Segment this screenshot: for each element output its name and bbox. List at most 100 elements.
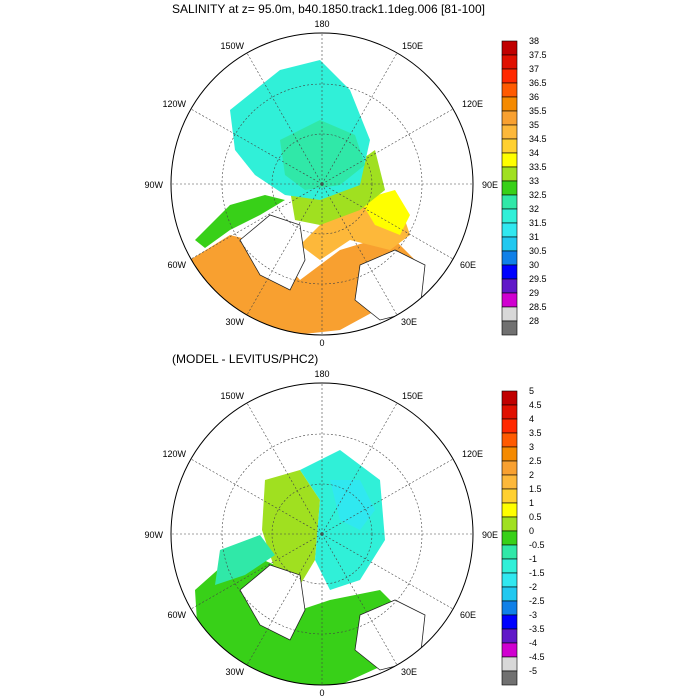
colorbar-swatch: [501, 614, 518, 630]
colorbar-swatch: [501, 586, 518, 602]
lon-label-30e: 30E: [401, 317, 417, 327]
lon-label-180: 180: [314, 19, 329, 29]
colorbar-label: 36.5: [529, 78, 547, 88]
colorbar-swatch: [501, 558, 518, 574]
diff-field-lightgreen: [262, 470, 320, 585]
colorbar-label: 1.5: [529, 484, 542, 494]
panel-1-title: SALINITY at z= 95.0m, b40.1850.track1.1d…: [172, 2, 485, 16]
colorbar-swatch: [501, 404, 518, 420]
colorbar-swatch: [501, 446, 518, 462]
colorbar-label: -4: [529, 638, 537, 648]
colorbar-swatch: [501, 390, 518, 406]
colorbar-label: 3: [529, 442, 534, 452]
lon-label-120e: 120E: [462, 449, 483, 459]
panel-1-map: [190, 60, 426, 335]
panel-2-map: [195, 450, 426, 685]
colorbar-swatch: [501, 222, 518, 238]
lon-label-90e: 90E: [482, 530, 498, 540]
salinity-field-teal: [280, 120, 365, 190]
colorbar-label: 4.5: [529, 400, 542, 410]
colorbar-swatch: [501, 40, 518, 56]
colorbar-swatch: [501, 96, 518, 112]
colorbar-label: 37.5: [529, 50, 547, 60]
salinity-field-green: [195, 195, 285, 248]
lon-label-30e: 30E: [401, 667, 417, 677]
colorbar-label: 35: [529, 120, 539, 130]
colorbar-label: 28.5: [529, 302, 547, 312]
colorbar-swatch: [501, 208, 518, 224]
lon-label-90e: 90E: [482, 180, 498, 190]
lon-label-120w: 120W: [162, 449, 186, 459]
diff-field-teal: [215, 535, 275, 585]
panel-2-colorbar: 5 4.5 4 3.5 3 2.5 2 1.5 1 0.5 0 -0.5 -1 -1.5 -2 -2.5 -3 -…: [501, 386, 545, 686]
colorbar-label: -3: [529, 610, 537, 620]
colorbar-label: 34.5: [529, 134, 547, 144]
diff-field-lightblue: [330, 480, 375, 530]
colorbar-swatch: [501, 530, 518, 546]
colorbar-swatch: [501, 236, 518, 252]
colorbar-label: -5: [529, 666, 537, 676]
colorbar-swatch: [501, 166, 518, 182]
colorbar-label: 1: [529, 498, 534, 508]
colorbar-swatch: [501, 474, 518, 490]
panel-2-map-border: [170, 382, 474, 686]
panel-2-title: (MODEL - LEVITUS/PHC2): [172, 352, 319, 366]
colorbar-swatch: [501, 600, 518, 616]
lon-label-120e: 120E: [462, 99, 483, 109]
colorbar-label: -0.5: [529, 540, 545, 550]
colorbar-label: 38: [529, 36, 539, 46]
colorbar-label: -3.5: [529, 624, 545, 634]
colorbar-swatch: [501, 418, 518, 434]
lon-label-90w: 90W: [144, 180, 163, 190]
salinity-field-yellow: [360, 190, 410, 235]
colorbar-swatch: [501, 572, 518, 588]
colorbar-swatch: [501, 432, 518, 448]
colorbar-swatch: [501, 54, 518, 70]
colorbar-swatch: [501, 292, 518, 308]
lon-label-60e: 60E: [460, 610, 476, 620]
lon-label-120w: 120W: [162, 99, 186, 109]
panel-2-graticule: [171, 383, 473, 685]
colorbar-label: 33: [529, 176, 539, 186]
colorbar-swatch: [501, 320, 518, 336]
colorbar-swatch: [501, 670, 518, 686]
colorbar-swatch: [501, 138, 518, 154]
colorbar-label: 0.5: [529, 512, 542, 522]
lon-label-60w: 60W: [167, 610, 186, 620]
colorbar-swatch: [501, 502, 518, 518]
colorbar-swatch: [501, 516, 518, 532]
colorbar-label: -4.5: [529, 652, 545, 662]
colorbar-label: 29: [529, 288, 539, 298]
panel-1-graticule: [171, 33, 473, 335]
colorbar-label: 36: [529, 92, 539, 102]
colorbar-swatch: [501, 278, 518, 294]
lon-label-30w: 30W: [225, 667, 244, 677]
panel-2-svg: 180 150E 120E 90E 60E 30E 0 30W 60W 90W …: [144, 369, 545, 698]
colorbar-label: -2: [529, 582, 537, 592]
panel-1-svg: 180 150E 120E 90E 60E 30E 0 30W 60W 90W …: [144, 19, 547, 348]
colorbar-swatch: [501, 180, 518, 196]
colorbar-swatch: [501, 152, 518, 168]
panel-2: 180 150E 120E 90E 60E 30E 0 30W 60W 90W …: [0, 350, 700, 700]
lon-label-150e: 150E: [402, 391, 423, 401]
panel-1: 180 150E 120E 90E 60E 30E 0 30W 60W 90W …: [144, 19, 547, 348]
panel-1-map-border: [170, 32, 474, 336]
colorbar-label: 34: [529, 148, 539, 158]
colorbar-swatch: [501, 628, 518, 644]
colorbar-swatch: [501, 544, 518, 560]
lon-label-60e: 60E: [460, 260, 476, 270]
lon-label-60w: 60W: [167, 260, 186, 270]
colorbar-label: 2.5: [529, 456, 542, 466]
colorbar-label: -1.5: [529, 568, 545, 578]
colorbar-label: 35.5: [529, 106, 547, 116]
colorbar-label: 5: [529, 386, 534, 396]
colorbar-label: -1: [529, 554, 537, 564]
colorbar-swatch: [501, 642, 518, 658]
land-greenland: [239, 214, 306, 291]
colorbar-swatch: [501, 250, 518, 266]
colorbar-label: 2: [529, 470, 534, 480]
colorbar-label: 33.5: [529, 162, 547, 172]
colorbar-label: 32: [529, 204, 539, 214]
colorbar-swatch: [501, 68, 518, 84]
land-greenland-2: [239, 564, 306, 641]
